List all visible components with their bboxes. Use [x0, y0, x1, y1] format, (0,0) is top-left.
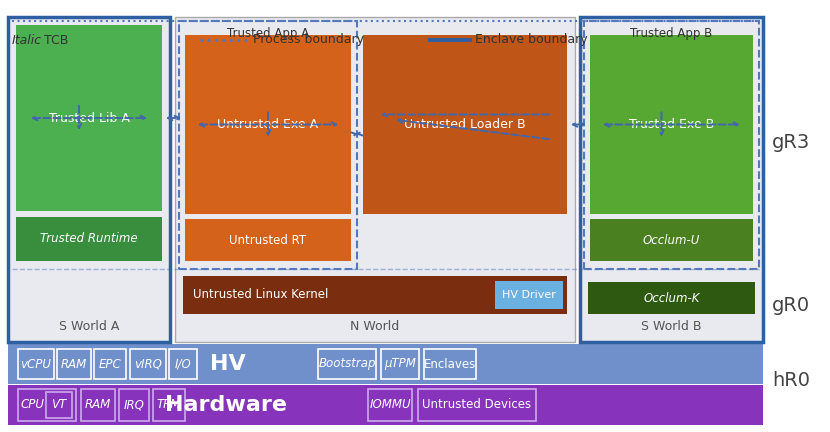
Text: N World: N World [350, 321, 399, 334]
Bar [584, 21, 759, 269]
Text: S World B: S World B [642, 321, 701, 334]
Text: RAM: RAM [85, 398, 111, 412]
Bar [185, 35, 351, 214]
Bar [169, 349, 197, 379]
Bar [175, 17, 575, 342]
Text: Process boundary: Process boundary [253, 34, 364, 47]
Bar [81, 389, 115, 421]
Text: IRQ: IRQ [124, 398, 144, 412]
Bar [57, 349, 91, 379]
Text: VT: VT [51, 398, 66, 412]
Bar [318, 349, 376, 379]
Text: Trusted Exe B: Trusted Exe B [629, 118, 714, 131]
Bar [590, 35, 753, 214]
Bar [16, 25, 162, 211]
Text: Untrusted RT: Untrusted RT [229, 234, 306, 247]
Text: gR0: gR0 [772, 296, 810, 315]
Text: Untrusted Devices: Untrusted Devices [422, 398, 531, 412]
Text: Untrusted Exe A: Untrusted Exe A [217, 118, 319, 131]
Bar [580, 17, 763, 342]
Text: Hardware: Hardware [165, 395, 287, 415]
Bar [8, 385, 763, 425]
Text: IOMMU: IOMMU [369, 398, 411, 412]
Bar [183, 276, 567, 314]
Bar [119, 389, 149, 421]
Text: Occlum-K: Occlum-K [643, 292, 700, 305]
Text: hR0: hR0 [772, 371, 810, 390]
Text: I/O: I/O [174, 358, 192, 371]
Text: Trusted App A: Trusted App A [227, 26, 309, 39]
Bar [495, 281, 563, 309]
Text: HV: HV [210, 354, 246, 374]
Bar [16, 217, 162, 261]
Text: Enclave boundary: Enclave boundary [475, 34, 588, 47]
Bar [185, 219, 351, 261]
Text: vCPU: vCPU [21, 358, 51, 371]
Text: Untrusted Linux Kernel: Untrusted Linux Kernel [193, 289, 329, 302]
Text: Bootstrap: Bootstrap [318, 358, 376, 371]
Bar [424, 349, 476, 379]
Bar [590, 219, 753, 261]
Text: vIRQ: vIRQ [134, 358, 162, 371]
Text: Occlum-U: Occlum-U [642, 234, 701, 247]
Bar [418, 389, 536, 421]
Bar [580, 17, 763, 342]
Text: RAM: RAM [61, 358, 87, 371]
Bar [368, 389, 412, 421]
Text: S World A: S World A [59, 321, 120, 334]
Bar [18, 389, 76, 421]
Text: TCB: TCB [44, 34, 68, 47]
Text: TPM: TPM [157, 398, 181, 412]
Bar [381, 349, 419, 379]
Text: Italic: Italic [12, 34, 42, 47]
Bar [8, 17, 170, 342]
Text: Trusted App B: Trusted App B [630, 26, 713, 39]
Text: Trusted Lib A: Trusted Lib A [49, 111, 129, 124]
Bar [8, 344, 763, 384]
Text: Untrusted Loader B: Untrusted Loader B [404, 118, 526, 131]
Text: HV Driver: HV Driver [502, 290, 556, 300]
Bar [179, 21, 357, 269]
Bar [588, 282, 755, 314]
Text: Enclaves: Enclaves [424, 358, 476, 371]
Bar [130, 349, 166, 379]
Bar [46, 392, 72, 418]
Text: EPC: EPC [99, 358, 121, 371]
Text: gR3: gR3 [772, 133, 810, 152]
Text: Trusted Runtime: Trusted Runtime [40, 232, 138, 245]
Bar [94, 349, 126, 379]
Bar [153, 389, 185, 421]
Bar [363, 35, 567, 214]
Bar [18, 349, 54, 379]
Text: CPU: CPU [20, 398, 44, 412]
Bar [8, 17, 170, 342]
Text: μTPM: μTPM [384, 358, 416, 371]
